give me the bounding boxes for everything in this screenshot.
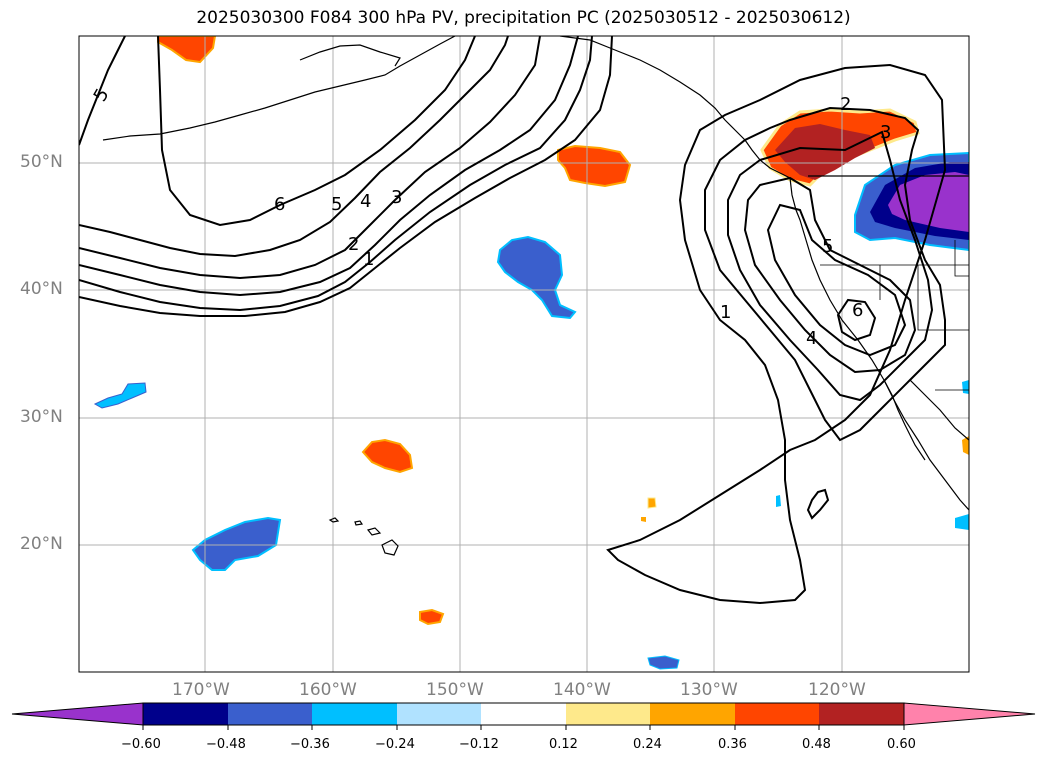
colorbar-tick-label: −0.36	[290, 737, 330, 752]
contour-label: 5	[331, 194, 342, 215]
pv-contour-1	[79, 36, 613, 317]
colorbar-bin	[397, 703, 481, 725]
lat-label-30n: 30°N	[20, 407, 63, 427]
precip-area-gulf	[557, 144, 632, 188]
map-title: 2025030300 F084 300 hPa PV, precipitatio…	[196, 8, 851, 28]
colorbar-tick-label: 0.12	[549, 737, 578, 752]
pv-contour-5-east	[766, 203, 907, 357]
pv-contour-2-east	[704, 106, 946, 442]
lon-label-130w: 130°W	[680, 680, 738, 700]
gridlines	[79, 36, 969, 672]
precip-area-ne-pacific	[496, 235, 577, 320]
colorbar-bin	[735, 703, 819, 725]
pv-contour-3-east	[727, 130, 934, 402]
contour-label: 1	[363, 249, 374, 270]
lon-label-140w: 140°W	[553, 680, 611, 700]
contour-label: 2	[348, 234, 359, 255]
lon-label-120w: 120°W	[808, 680, 866, 700]
lon-label-150w: 150°W	[426, 680, 484, 700]
pv-contour-6-east	[836, 298, 877, 342]
precip-area-hawaii-north	[361, 438, 414, 474]
lon-label-160w: 160°W	[299, 680, 357, 700]
colorbar-bin	[143, 703, 228, 725]
contour-label: 1	[720, 302, 731, 323]
precip-area-tiny-1	[776, 495, 781, 507]
colorbar-tick-label: −0.60	[121, 737, 161, 752]
colorbar-bin	[481, 703, 566, 725]
precip-area-east-edge-1	[955, 514, 969, 530]
pv-contour-1-east	[606, 63, 947, 605]
pv-contours	[79, 36, 947, 605]
colorbar-tick-label: 0.60	[887, 737, 916, 752]
coast-alaska	[102, 36, 456, 141]
lon-label-170w: 170°W	[172, 680, 230, 700]
colorbar-bin	[312, 703, 397, 725]
map-frame-border	[78, 35, 970, 673]
colorbar-tick-label: 0.24	[633, 737, 662, 752]
colorbar-bin	[566, 703, 650, 725]
contour-label: 5	[822, 236, 833, 257]
colorbar-extend-left	[11, 702, 144, 726]
colorbar-bin	[228, 703, 312, 725]
pv-contour-4-east	[743, 176, 917, 374]
precip-area-pnw-inner	[775, 124, 875, 180]
coast-hawaii-islands	[328, 517, 399, 556]
pv-contour-5-west	[79, 36, 126, 146]
colorbar-tick-label: −0.24	[375, 737, 415, 752]
precip-area-west-small	[93, 382, 147, 409]
contour-label: 3	[880, 122, 891, 143]
pv-contour-2	[79, 36, 593, 312]
lat-label-20n: 20°N	[20, 534, 63, 554]
coast-baja	[883, 379, 926, 461]
precip-area-mexico-edge	[962, 436, 969, 455]
precip-positive-areas	[157, 36, 969, 626]
lat-label-50n: 50°N	[20, 152, 63, 172]
contour-label: 2	[840, 94, 851, 115]
lat-label-40n: 40°N	[20, 279, 63, 299]
colorbar-extend-right	[903, 702, 1036, 726]
contour-label: 6	[852, 300, 863, 321]
contour-label: 3	[391, 187, 402, 208]
colorbar	[11, 702, 1036, 730]
precip-area-east-edge-2	[962, 380, 969, 394]
pv-contour-4	[79, 36, 541, 280]
precip-area-small-1	[647, 497, 657, 509]
pv-contour-small-loop	[806, 488, 830, 520]
pv-contour-3	[79, 36, 579, 297]
colorbar-bin	[650, 703, 735, 725]
coastlines	[102, 36, 969, 556]
precip-area-south	[419, 608, 445, 626]
pv-contour-6	[157, 36, 476, 227]
contour-label: 4	[360, 191, 371, 212]
coast-mexico-gulf	[909, 379, 969, 441]
coast-alaska-peninsula	[299, 44, 401, 67]
contour-label: 4	[806, 328, 817, 349]
precip-area-south-small	[647, 655, 680, 670]
precip-area-nw-pacific	[157, 36, 217, 64]
coast-gulf-of-alaska	[559, 36, 746, 141]
precip-area-interior-core	[888, 172, 969, 232]
colorbar-tick-label: 0.48	[802, 737, 831, 752]
precip-area-small-2	[641, 517, 646, 522]
colorbar-tick-label: −0.12	[459, 737, 499, 752]
contour-labels: 5 6 5 4 3 2 1 2 3 5 6 4 1	[90, 85, 892, 349]
pv-contour-5	[79, 36, 509, 258]
colorbar-bin	[819, 703, 904, 725]
coast-bc	[744, 139, 791, 179]
contour-label: 6	[274, 194, 285, 215]
colorbar-tick-label: −0.48	[206, 737, 246, 752]
state-boundaries	[820, 240, 969, 391]
colorbar-tick-label: 0.36	[718, 737, 747, 752]
